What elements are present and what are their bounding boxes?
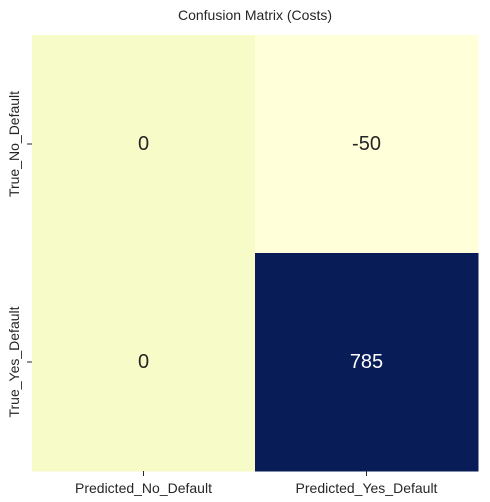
y-axis: True_No_Default True_Yes_Default: [6, 91, 32, 418]
x-axis: Predicted_No_Default Predicted_Yes_Defaul…: [75, 471, 438, 496]
x-tick-label-1: Predicted_Yes_Default: [296, 480, 438, 496]
y-tick-label-1: True_Yes_Default: [6, 306, 22, 417]
x-tick-label-0: Predicted_No_Default: [75, 480, 212, 496]
heatmap-cell-r1-c0: [32, 253, 256, 472]
y-tick-label-0: True_No_Default: [6, 91, 22, 197]
heatmap-cell-r1-c1: [255, 253, 479, 472]
heatmap-cell-r0-c1: [255, 35, 479, 254]
chart-title: Confusion Matrix (Costs): [178, 7, 332, 23]
cell-value-r0-c0: 0: [138, 133, 149, 155]
cell-value-r1-c0: 0: [138, 351, 149, 373]
heatmap-cell-r0-c0: [32, 35, 256, 254]
heatmap-cells: [32, 35, 479, 472]
heatmap-cell-labels: 0 -50 0 785: [138, 133, 383, 373]
cell-value-r1-c1: 785: [350, 351, 383, 373]
cell-value-r0-c1: -50: [352, 133, 381, 155]
